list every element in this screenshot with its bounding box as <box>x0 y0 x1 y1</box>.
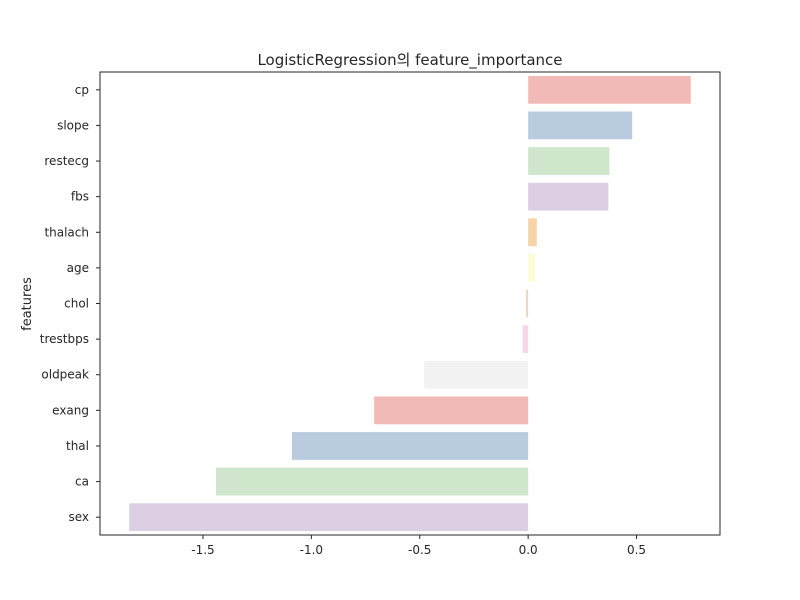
bar-restecg <box>528 147 610 175</box>
y-tick-label-sex: sex <box>68 510 89 524</box>
y-tick-label-ca: ca <box>75 475 89 489</box>
bars-group <box>129 75 691 532</box>
y-tick-label-oldpeak: oldpeak <box>41 368 89 382</box>
plot-frame <box>99 71 721 536</box>
bar-exang <box>374 396 529 425</box>
x-tick-label: 0.5 <box>627 543 646 557</box>
y-tick-label-slope: slope <box>57 118 89 132</box>
y-tick-label-fbs: fbs <box>71 190 89 204</box>
bar-trestbps <box>522 325 529 354</box>
bar-chol <box>525 289 529 318</box>
x-ticks-group: -1.5 -1.0 -0.5 0.0 0.5 <box>191 535 646 557</box>
bar-slope <box>528 111 633 140</box>
bar-sex <box>129 503 529 532</box>
bar-cp <box>528 75 691 104</box>
y-ticks-group: cp slope restecg fbs thalach age chol trestbps o… <box>40 83 100 524</box>
bar-thalach <box>528 218 537 247</box>
bar-ca <box>215 467 529 496</box>
y-tick-label-exang: exang <box>52 403 89 417</box>
x-tick-label: 0.0 <box>519 543 538 557</box>
bar-thal <box>291 432 529 460</box>
y-tick-label-chol: chol <box>64 297 89 311</box>
y-tick-label-restecg: restecg <box>44 154 89 168</box>
x-tick-label: -0.5 <box>408 543 431 557</box>
y-axis-label: features <box>20 277 35 331</box>
y-tick-label-age: age <box>67 261 89 275</box>
bar-age <box>528 253 535 282</box>
x-tick-label: -1.0 <box>300 543 323 557</box>
y-tick-label-thalach: thalach <box>44 225 89 239</box>
x-tick-label: -1.5 <box>191 543 214 557</box>
chart-title: LogisticRegression의 feature_importance <box>257 51 562 70</box>
bar-oldpeak <box>424 360 529 389</box>
y-tick-label-trestbps: trestbps <box>40 332 89 346</box>
y-tick-label-cp: cp <box>75 83 89 97</box>
bar-fbs <box>528 182 609 211</box>
y-tick-label-thal: thal <box>66 439 89 453</box>
